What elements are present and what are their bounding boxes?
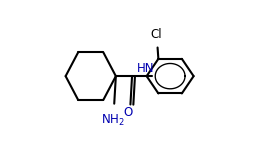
Text: O: O (123, 106, 133, 119)
Text: Cl: Cl (150, 28, 162, 41)
Text: HN: HN (137, 62, 155, 75)
Text: NH$_2$: NH$_2$ (101, 113, 124, 128)
